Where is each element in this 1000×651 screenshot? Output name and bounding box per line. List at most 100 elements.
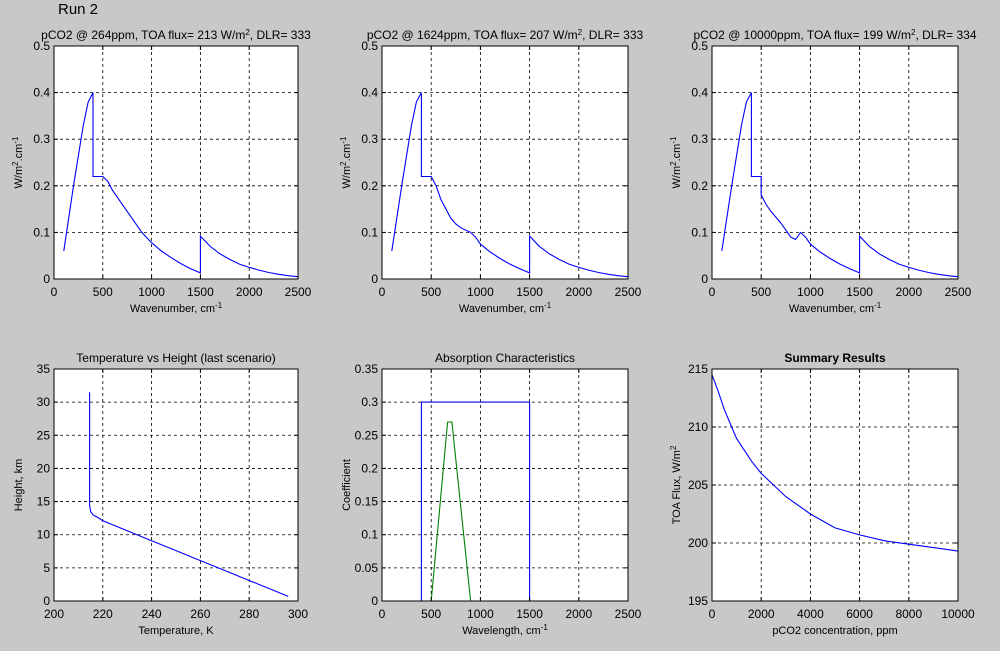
- summary-results-x-tick-label: 2000: [748, 607, 775, 621]
- spectrum-10000ppm-chart: 0 500 1000 1500 2000 2500 0 0.1 0.2 0.3 0.4 0.5pCO2…: [669, 28, 977, 316]
- temperature-profile-y-tick-label: 30: [37, 395, 51, 409]
- spectrum-1624ppm-y-tick-label: 0.4: [361, 86, 378, 100]
- temperature-profile-x-tick-label: 280: [239, 607, 259, 621]
- absorption-characteristics-chart: 0 500 1000 1500 2000 2500 0 0.05 0.1 0.15 0.2 0.25 0…: [341, 351, 642, 637]
- summary-results-x-tick-label: 4000: [797, 607, 824, 621]
- spectrum-1624ppm-y-tick-label: 0.2: [361, 179, 378, 193]
- spectrum-264ppm-y-tick-label: 0.1: [33, 225, 50, 239]
- spectrum-264ppm-plot-area: [54, 46, 298, 279]
- temperature-profile-x-tick-label: 200: [44, 607, 64, 621]
- summary-results-x-axis-label: pCO2 concentration, ppm: [772, 625, 897, 637]
- spectrum-264ppm-y-tick-label: 0.4: [33, 86, 50, 100]
- spectrum-1624ppm-y-tick-label: 0: [371, 272, 378, 286]
- absorption-characteristics-y-tick-label: 0.1: [361, 528, 378, 542]
- absorption-characteristics-plot-area: [382, 369, 628, 601]
- spectrum-264ppm-x-tick-label: 2000: [236, 285, 263, 299]
- spectrum-264ppm-x-tick-label: 0: [51, 285, 58, 299]
- spectrum-264ppm-x-tick-label: 2500: [285, 285, 312, 299]
- absorption-characteristics-x-tick-label: 1500: [516, 607, 543, 621]
- temperature-profile-series-line-1: [89, 392, 289, 597]
- spectrum-10000ppm-y-tick-label: 0: [701, 272, 708, 286]
- temperature-profile-x-tick-label: 300: [288, 607, 308, 621]
- spectrum-1624ppm-plot-area: [382, 46, 628, 279]
- summary-results-chart: 0 2000 4000 6000 8000 10000 195 200 205 210 215 Sum…: [669, 351, 976, 637]
- spectrum-1624ppm-x-tick-label: 1500: [516, 285, 543, 299]
- temperature-profile-x-tick-label: 220: [93, 607, 113, 621]
- spectrum-264ppm-series-line-1: [63, 92, 299, 278]
- absorption-characteristics-x-tick-label: 500: [421, 607, 441, 621]
- summary-results-y-tick-label: 210: [688, 420, 708, 434]
- spectrum-264ppm-x-axis-label: Wavenumber, cm-1: [130, 301, 223, 316]
- spectrum-1624ppm-chart: 0 500 1000 1500 2000 2500 0 0.1 0.2 0.3 0.4 0.5pCO2…: [339, 28, 644, 316]
- spectrum-10000ppm-title: pCO2 @ 10000ppm, TOA flux= 199 W/m2, DLR…: [693, 28, 976, 43]
- absorption-characteristics-x-tick-label: 1000: [467, 607, 494, 621]
- absorption-characteristics-y-axis-label: Coefficient: [341, 459, 353, 511]
- spectrum-264ppm-y-tick-label: 0: [43, 272, 50, 286]
- spectrum-1624ppm-x-tick-label: 500: [421, 285, 441, 299]
- spectrum-10000ppm-x-tick-label: 0: [709, 285, 716, 299]
- summary-results-y-tick-label: 195: [688, 594, 708, 608]
- temperature-profile-y-tick-label: 25: [37, 428, 51, 442]
- spectrum-1624ppm-x-tick-label: 2500: [615, 285, 642, 299]
- absorption-characteristics-y-tick-label: 0.3: [361, 395, 378, 409]
- spectrum-264ppm-axes-box: [53, 45, 299, 280]
- absorption-characteristics-x-tick-label: 2500: [615, 607, 642, 621]
- spectrum-1624ppm-x-tick-label: 1000: [467, 285, 494, 299]
- spectrum-264ppm-y-tick-label: 0.5: [33, 39, 50, 53]
- temperature-profile-y-tick-label: 10: [37, 528, 51, 542]
- spectrum-1624ppm-y-tick-label: 0.3: [361, 132, 378, 146]
- spectrum-10000ppm-series-line-1: [721, 92, 959, 278]
- spectrum-264ppm-chart: 0 500 1000 1500 2000 2500 0 0.1 0.2 0.3 0.4 0.5pCO2…: [11, 28, 312, 316]
- temperature-profile-chart: 200 220 240 260 280 300 0 5 10 15 20 25 30 35 Temperat…: [13, 351, 308, 637]
- temperature-profile-x-tick-label: 240: [142, 607, 162, 621]
- spectrum-10000ppm-x-tick-label: 2000: [895, 285, 922, 299]
- temperature-profile-axes-box: [53, 368, 299, 602]
- summary-results-series-line-1: [711, 374, 959, 552]
- summary-results-x-tick-label: 8000: [895, 607, 922, 621]
- summary-results-y-tick-label: 200: [688, 536, 708, 550]
- spectrum-10000ppm-x-tick-label: 2500: [945, 285, 972, 299]
- temperature-profile-y-tick-label: 0: [43, 594, 50, 608]
- summary-results-x-tick-label: 0: [709, 607, 716, 621]
- absorption-characteristics-y-tick-label: 0.15: [355, 495, 379, 509]
- summary-results-x-tick-label: 10000: [941, 607, 975, 621]
- temperature-profile-y-tick-label: 5: [43, 561, 50, 575]
- spectrum-10000ppm-plot-area: [712, 46, 958, 279]
- spectrum-264ppm-y-tick-label: 0.3: [33, 132, 50, 146]
- spectrum-264ppm-x-tick-label: 500: [93, 285, 113, 299]
- spectrum-1624ppm-series-line-1: [391, 92, 629, 278]
- spectrum-1624ppm-x-tick-label: 0: [379, 285, 386, 299]
- spectrum-1624ppm-x-tick-label: 2000: [565, 285, 592, 299]
- spectrum-264ppm-y-axis-label: W/m2.cm-1: [11, 136, 26, 188]
- temperature-profile-x-axis-label: Temperature, K: [138, 625, 214, 637]
- spectrum-1624ppm-x-axis-label: Wavenumber, cm-1: [459, 301, 552, 316]
- absorption-characteristics-y-tick-label: 0.05: [355, 561, 379, 575]
- absorption-characteristics-y-tick-label: 0.2: [361, 461, 378, 475]
- spectrum-1624ppm-y-axis-label: W/m2.cm-1: [339, 136, 354, 188]
- absorption-characteristics-y-tick-label: 0.35: [355, 362, 379, 376]
- spectrum-10000ppm-axes-box: [711, 45, 959, 280]
- spectrum-1624ppm-y-tick-label: 0.5: [361, 39, 378, 53]
- summary-results-y-axis-label: TOA Flux, W/m2: [669, 445, 684, 524]
- absorption-characteristics-y-tick-label: 0.25: [355, 428, 379, 442]
- absorption-characteristics-axes-box: [381, 368, 629, 602]
- temperature-profile-plot-area: [54, 369, 298, 601]
- summary-results-title: Summary Results: [784, 351, 886, 365]
- spectrum-10000ppm-x-tick-label: 1000: [797, 285, 824, 299]
- temperature-profile-y-tick-label: 20: [37, 461, 51, 475]
- spectrum-10000ppm-x-axis-label: Wavenumber, cm-1: [789, 301, 882, 316]
- spectrum-10000ppm-y-axis-label: W/m2.cm-1: [669, 136, 684, 188]
- absorption-characteristics-x-tick-label: 2000: [565, 607, 592, 621]
- absorption-characteristics-x-axis-label: Wavelength, cm-1: [462, 623, 548, 638]
- spectrum-10000ppm-y-tick-label: 0.5: [691, 39, 708, 53]
- summary-results-x-tick-label: 6000: [846, 607, 873, 621]
- absorption-characteristics-y-tick-label: 0: [371, 594, 378, 608]
- spectrum-10000ppm-y-tick-label: 0.3: [691, 132, 708, 146]
- spectrum-10000ppm-y-tick-label: 0.1: [691, 225, 708, 239]
- spectrum-10000ppm-x-tick-label: 500: [751, 285, 771, 299]
- summary-results-y-tick-label: 215: [688, 362, 708, 376]
- temperature-profile-y-axis-label: Height, km: [13, 459, 25, 512]
- temperature-profile-x-tick-label: 260: [190, 607, 210, 621]
- spectrum-10000ppm-y-tick-label: 0.2: [691, 179, 708, 193]
